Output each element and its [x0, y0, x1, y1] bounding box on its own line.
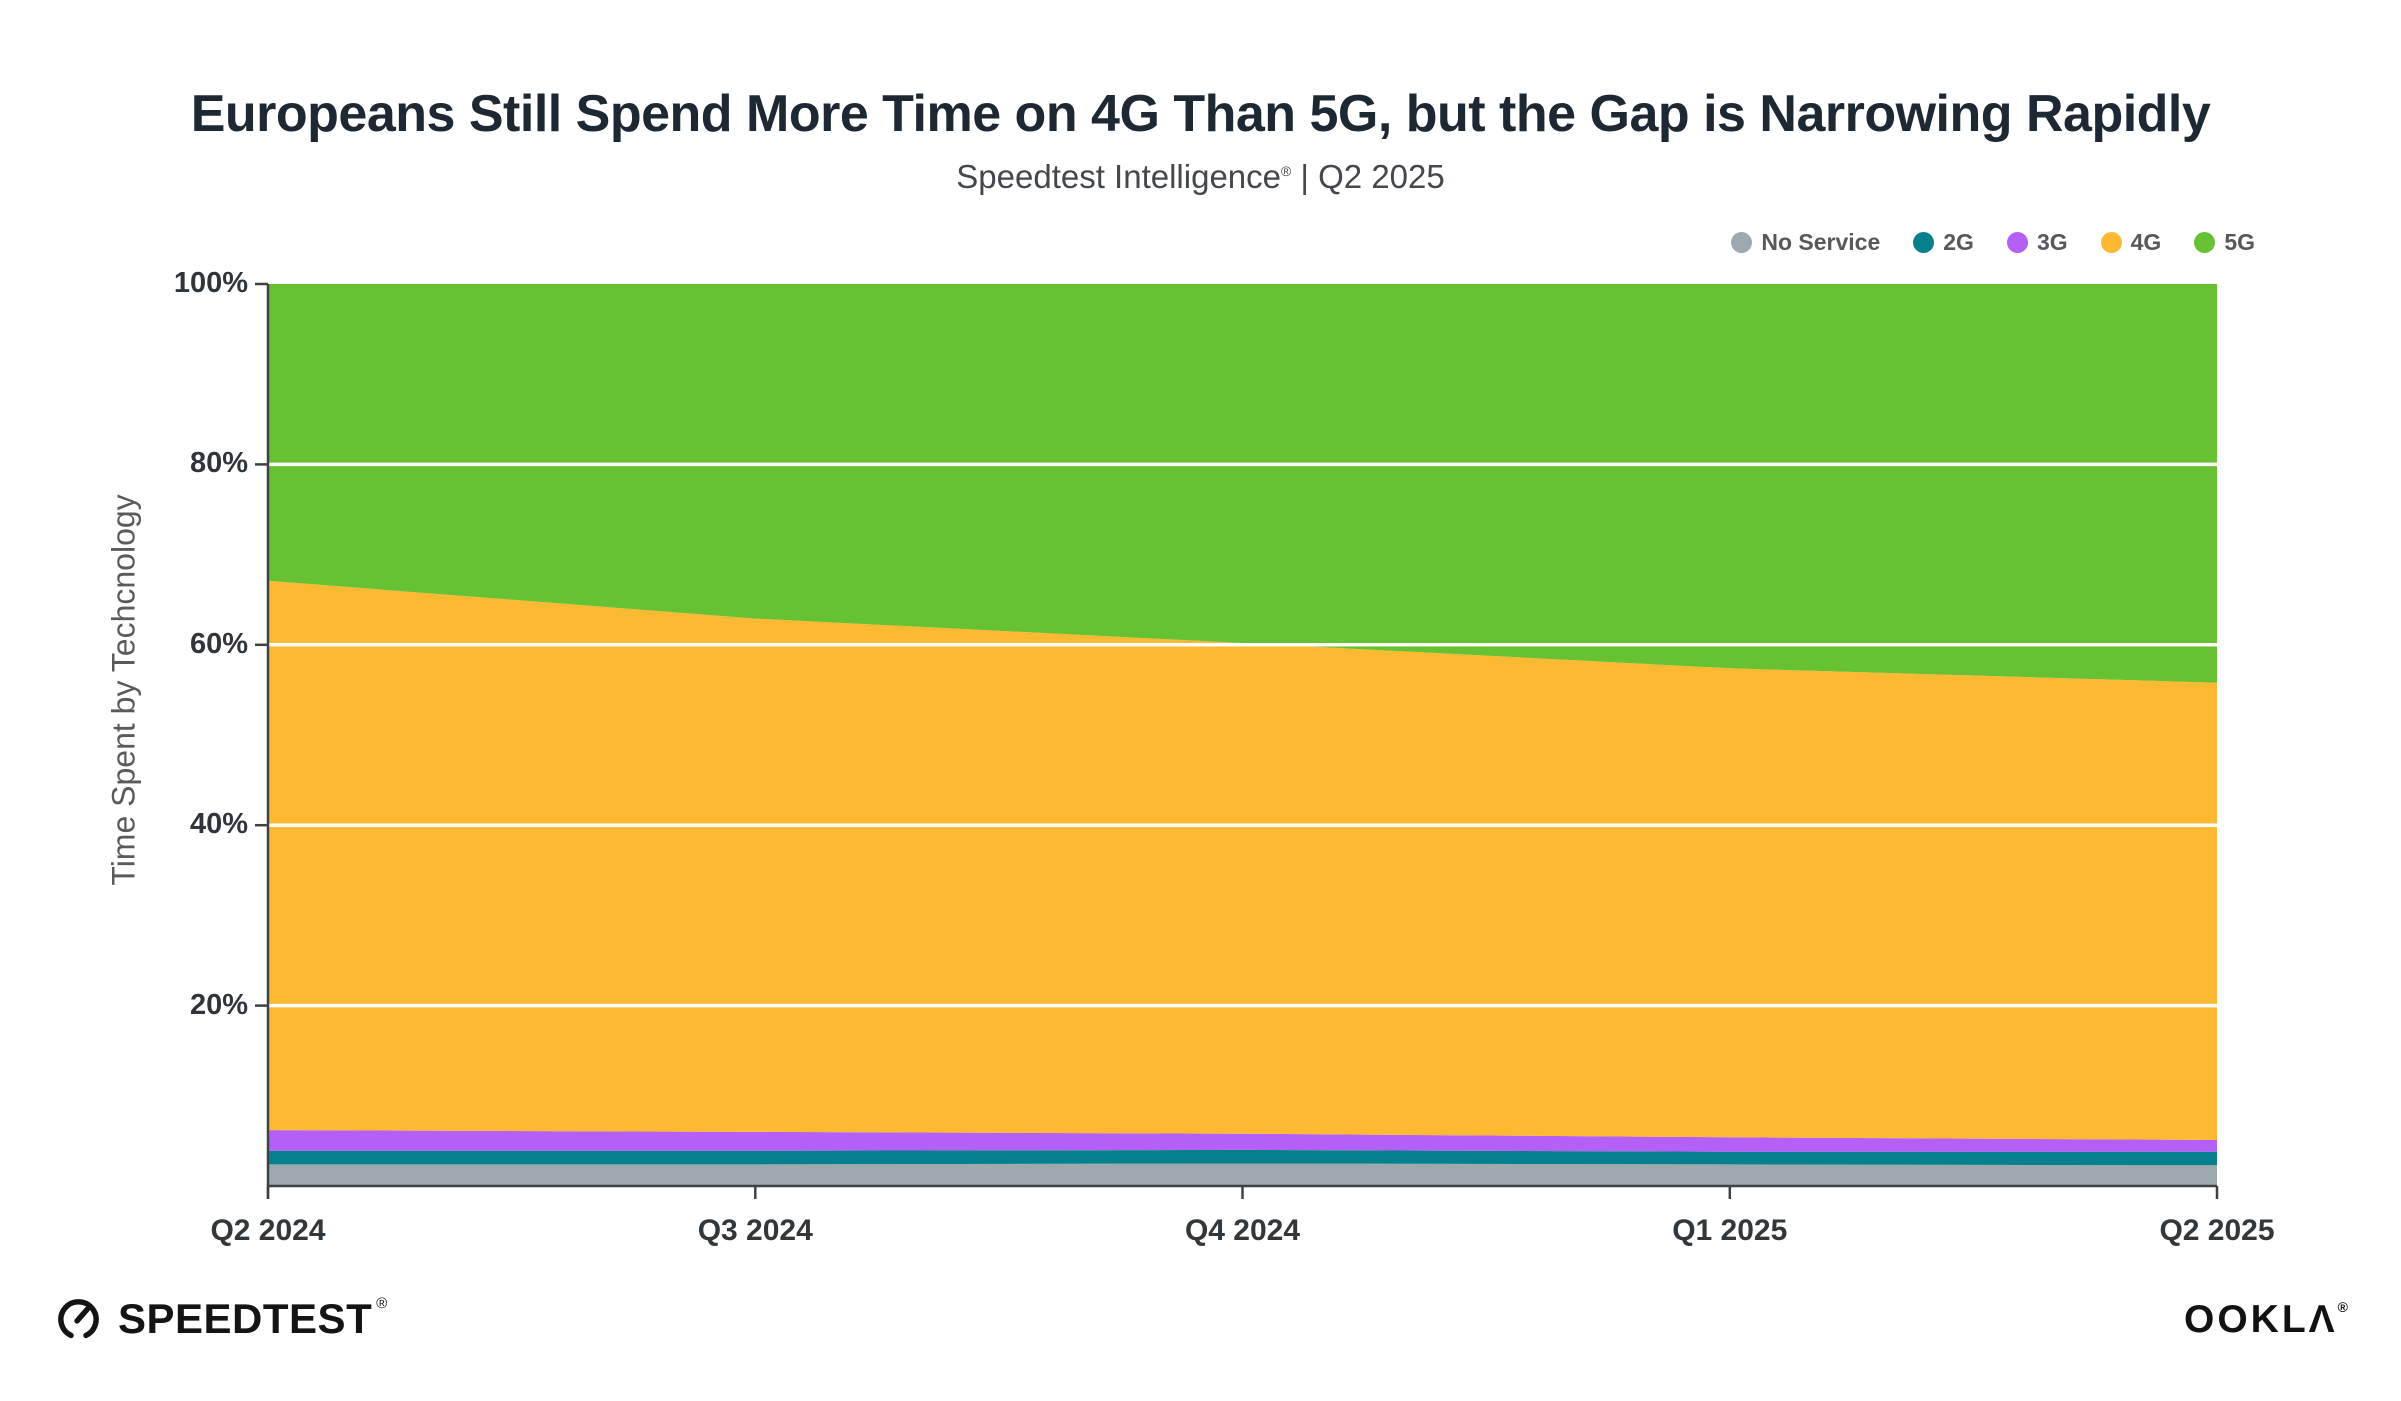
- y-tick-label-40: 40%: [189, 808, 248, 841]
- x-tick-label-q2-2024: Q2 2024: [210, 1214, 326, 1247]
- ookla-wordmark: OOKLΛ: [2184, 1298, 2338, 1341]
- area-2g: [268, 1149, 2217, 1166]
- legend-dot-icon: [2100, 232, 2122, 253]
- legend-dot-icon: [2006, 232, 2028, 253]
- x-tick-label-q4-2024: Q4 2024: [1184, 1214, 1301, 1247]
- x-tick-label-q3-2024: Q3 2024: [697, 1214, 813, 1247]
- area-3g: [268, 1130, 2217, 1152]
- legend-dot-icon: [2194, 232, 2216, 253]
- y-tick-label-60: 60%: [189, 627, 248, 660]
- legend-label: No Service: [1761, 229, 1881, 255]
- subtitle-brand: Speedtest Intelligence: [956, 158, 1281, 195]
- legend-item-no-service: No Service: [1731, 229, 1880, 256]
- page-title: Europeans Still Spend More Time on 4G Th…: [190, 85, 2211, 143]
- chart-legend: No Service 2G 3G 4G 5G: [1731, 229, 2255, 256]
- legend-label: 5G: [2224, 229, 2255, 255]
- x-tick-label-q2-2025: Q2 2025: [2159, 1214, 2275, 1247]
- ookla-logo: OOKLΛ®: [2184, 1300, 2351, 1339]
- speedtest-logo: SPEEDTEST ®: [55, 1295, 387, 1342]
- y-tick-label-20: 20%: [189, 988, 248, 1021]
- y-tick-label-80: 80%: [189, 447, 248, 480]
- speedtest-registered-mark-icon: ®: [376, 1295, 388, 1312]
- legend-label: 3G: [2036, 229, 2068, 255]
- page-subtitle: Speedtest Intelligence® | Q2 2025: [0, 158, 2401, 196]
- y-tick-label-100: 100%: [173, 267, 248, 299]
- area-no-service: [268, 1163, 2217, 1186]
- speedtest-gauge-icon: [58, 1299, 99, 1339]
- subtitle-period: | Q2 2025: [1291, 158, 1445, 195]
- legend-item-5g: 5G: [2194, 229, 2255, 256]
- area-5g: [268, 284, 2217, 683]
- legend-dot-icon: [1731, 232, 1753, 253]
- legend-item-2g: 2G: [1913, 229, 1974, 256]
- legend-dot-icon: [1913, 232, 1935, 253]
- legend-item-4g: 4G: [2100, 229, 2162, 256]
- legend-label: 2G: [1943, 229, 1974, 255]
- legend-item-3g: 3G: [2006, 229, 2068, 256]
- area-4g: [268, 580, 2217, 1140]
- legend-label: 4G: [2130, 229, 2162, 255]
- x-tick-label-q1-2025: Q1 2025: [1672, 1214, 1788, 1247]
- speedtest-wordmark: SPEEDTEST: [118, 1294, 373, 1342]
- ookla-registered-mark-icon: ®: [2337, 1299, 2351, 1315]
- registered-mark-icon: ®: [1281, 163, 1292, 179]
